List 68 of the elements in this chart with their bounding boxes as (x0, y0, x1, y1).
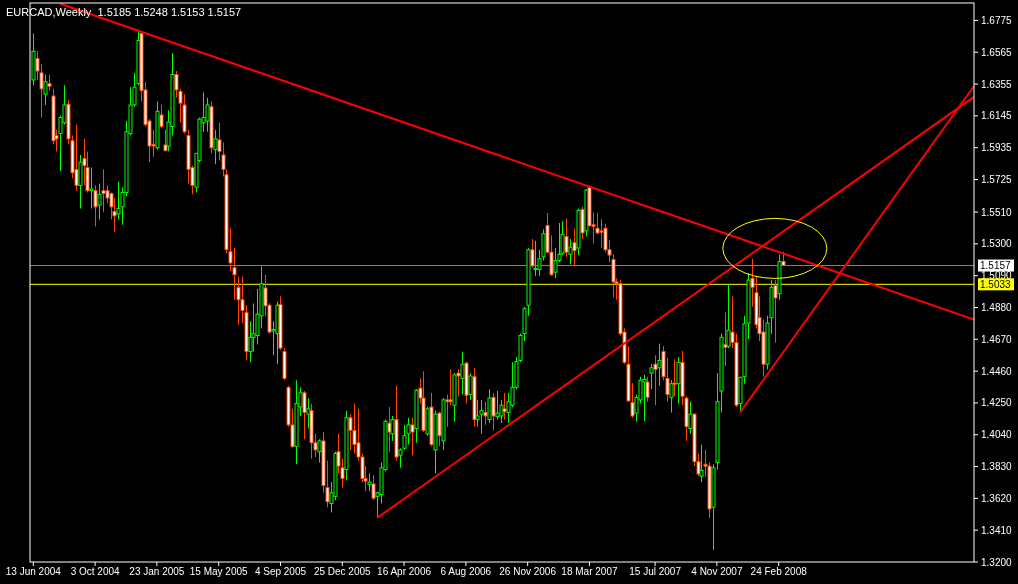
candlestick (676, 356, 681, 405)
candlestick (483, 401, 488, 426)
x-tick-label: 24 Feb 2008 (750, 566, 808, 577)
y-tick-label: 1.4670 (981, 333, 1013, 345)
candlestick (642, 374, 647, 422)
candlestick (530, 238, 535, 269)
candlestick (599, 218, 604, 249)
candlestick (97, 183, 102, 220)
x-tick-label: 15 May 2005 (189, 566, 249, 577)
x-tick-label: 4 Sep 2005 (254, 566, 307, 577)
candlestick (89, 167, 94, 210)
candlestick (568, 238, 573, 265)
candlestick (672, 358, 677, 397)
candlestick (317, 438, 322, 463)
y-tick-label: 1.6355 (981, 78, 1013, 90)
x-tick-label: 3 Oct 2004 (70, 566, 120, 577)
x-tick-label: 15 Jul 2007 (629, 566, 682, 577)
candlestick (460, 351, 465, 396)
y-tick-label: 1.3830 (981, 461, 1013, 473)
x-tick-label: 6 Aug 2006 (440, 566, 492, 577)
x-tick-label: 16 Apr 2006 (377, 566, 432, 577)
x-tick-label: 18 Mar 2007 (561, 566, 618, 577)
candlestick (580, 206, 585, 240)
ref-line-label: 1.5157 (980, 260, 1012, 272)
x-tick-label: 4 Nov 2007 (691, 566, 743, 577)
y-tick-label: 1.6565 (981, 46, 1013, 58)
candlestick (456, 368, 461, 397)
y-tick-label: 1.5725 (981, 173, 1013, 185)
candlestick (306, 397, 311, 430)
y-tick-label: 1.3620 (981, 492, 1013, 504)
candlestick (669, 379, 674, 413)
x-tick-label: 26 Nov 2006 (499, 566, 557, 577)
y-tick-label: 1.6145 (981, 110, 1013, 122)
y-tick-label: 1.5510 (981, 206, 1013, 218)
candlestick (112, 197, 117, 233)
candlestick (495, 390, 500, 421)
y-tick-label: 1.6775 (981, 14, 1013, 26)
candlestick (688, 401, 693, 435)
candlestick (649, 363, 654, 390)
y-tick-label: 1.3410 (981, 524, 1013, 536)
candlestick (445, 394, 450, 428)
candlestick (502, 392, 507, 421)
y-tick-label: 1.3200 (981, 556, 1013, 568)
candlestick (645, 376, 650, 403)
candlestick (491, 392, 496, 431)
x-tick-label: 25 Dec 2005 (313, 566, 372, 577)
candlestick (448, 368, 453, 406)
y-tick-label: 1.4040 (981, 429, 1013, 441)
x-tick-label: 23 Jan 2005 (129, 566, 185, 577)
candlestick (699, 444, 704, 483)
candlestick (159, 104, 164, 129)
candlestick (302, 390, 307, 440)
x-tick-label: 13 Jun 2004 (5, 566, 62, 577)
candlestick (213, 129, 218, 165)
candlestick (479, 399, 484, 435)
candlestick (723, 311, 728, 367)
candlestick (406, 417, 411, 446)
y-tick-label: 1.5935 (981, 142, 1013, 154)
candlestick (390, 415, 395, 442)
ref-line-label: 1.5033 (980, 278, 1012, 290)
y-tick-label: 1.5300 (981, 238, 1013, 250)
y-tick-label: 1.4460 (981, 365, 1013, 377)
candlestick (78, 154, 83, 210)
y-tick-label: 1.4250 (981, 397, 1013, 409)
y-tick-label: 1.4880 (981, 302, 1013, 313)
candlestick (437, 411, 442, 447)
candlestick (533, 240, 538, 277)
candlestick (468, 372, 473, 401)
